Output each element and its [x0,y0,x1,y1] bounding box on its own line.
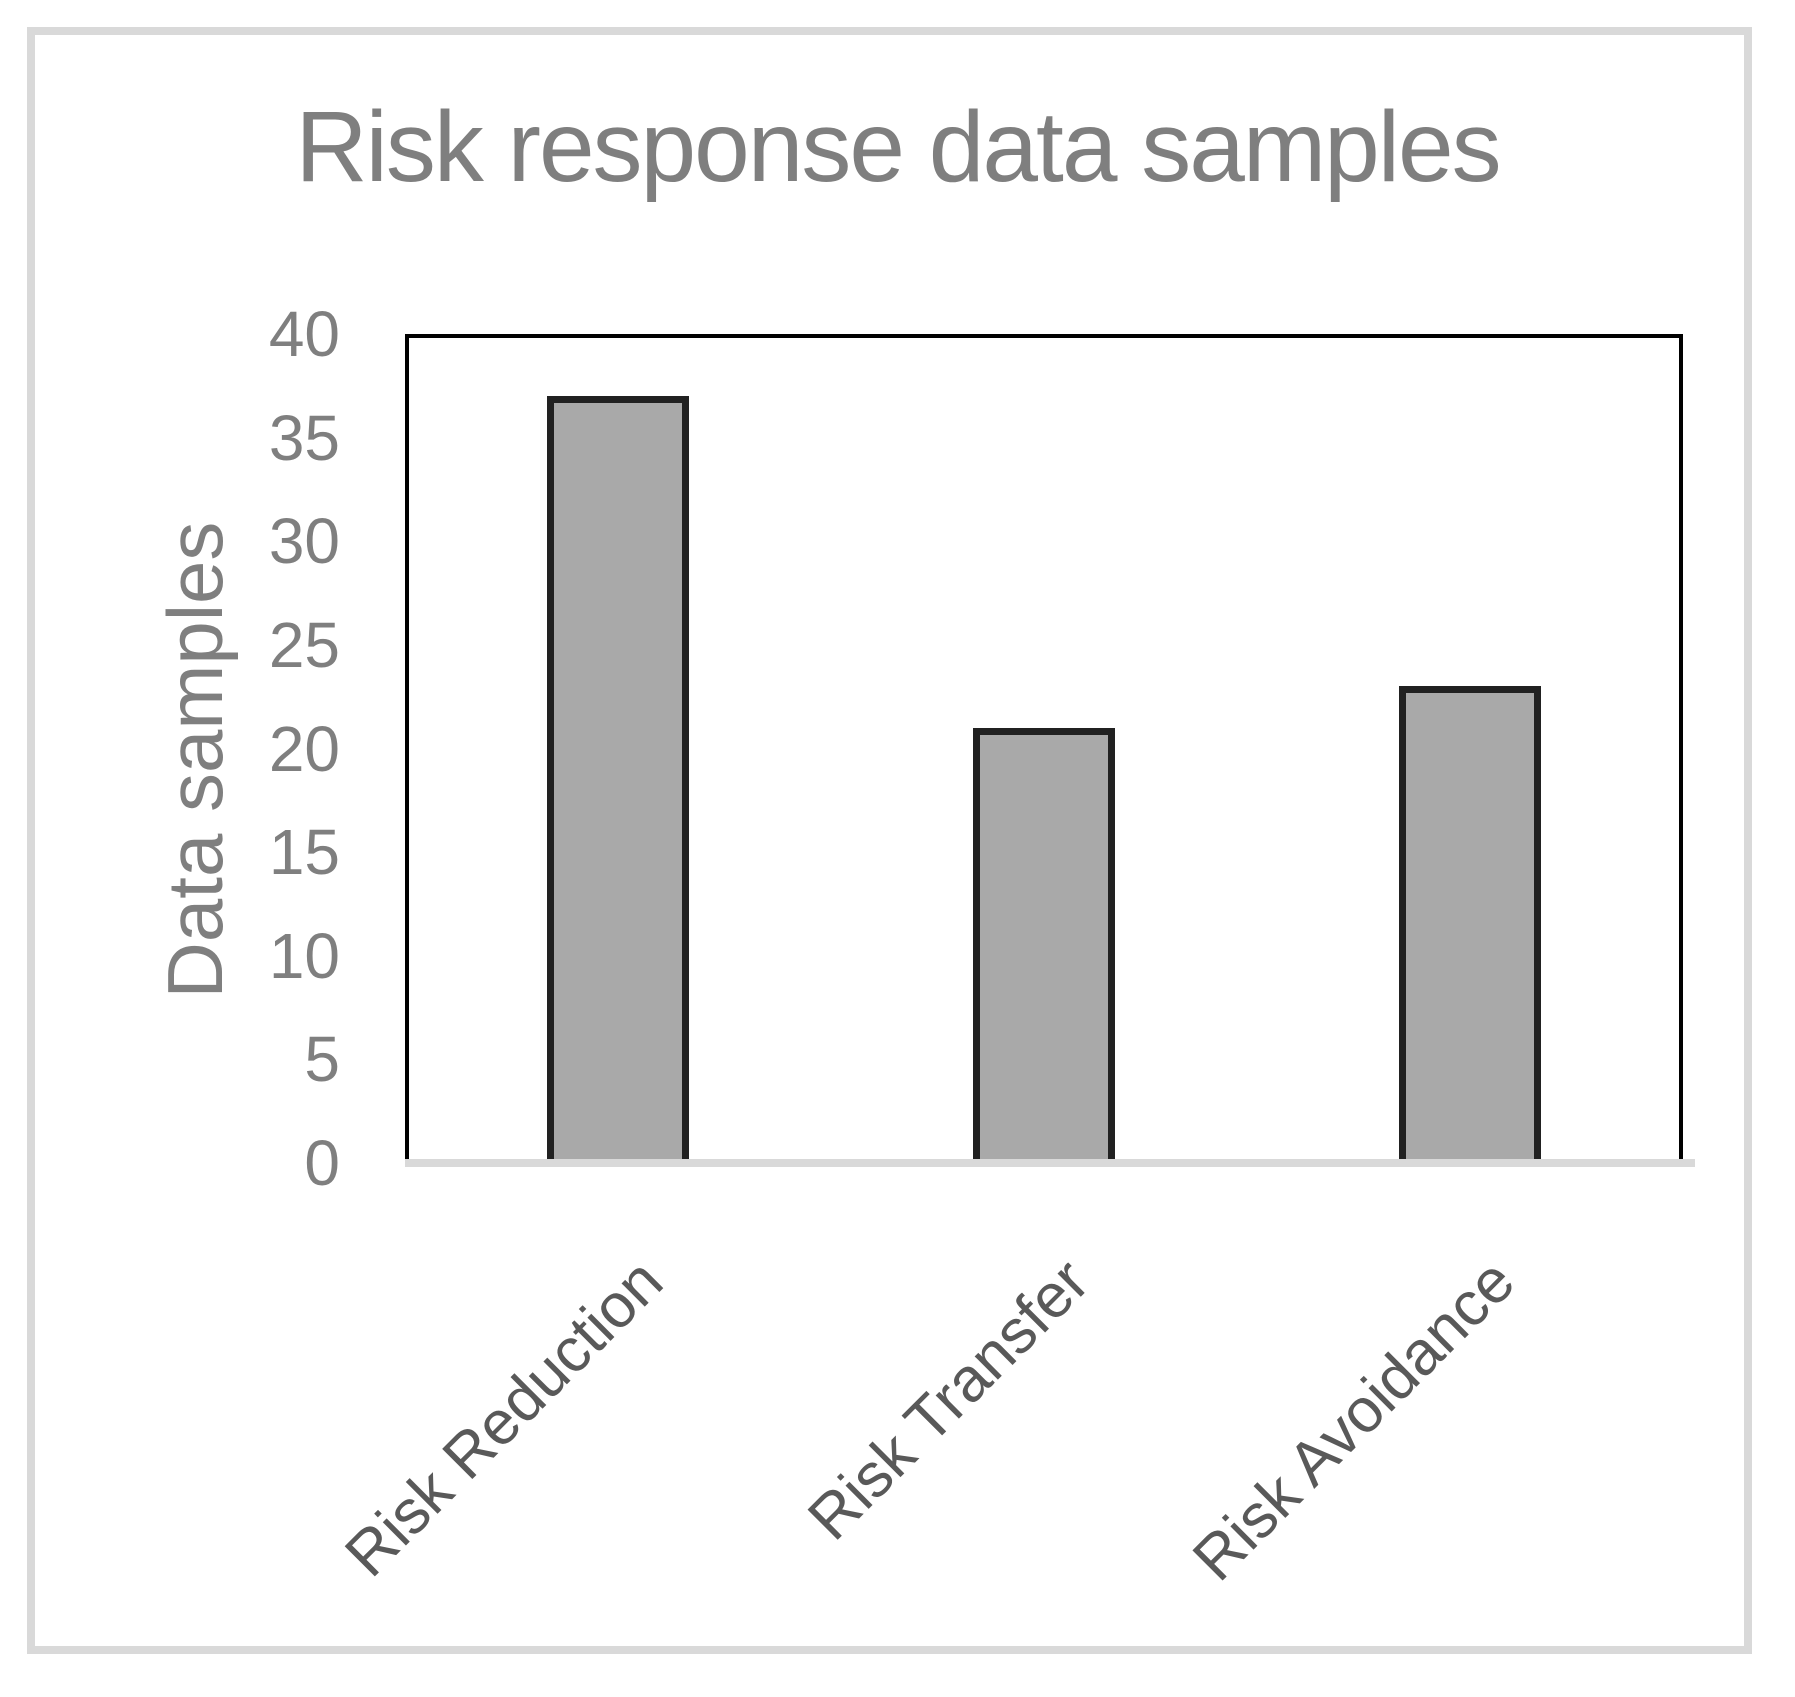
x-axis-label-risk-reduction: Risk Reduction [332,1246,677,1590]
bar-risk-transfer [973,727,1115,1165]
bar-risk-reduction [547,396,689,1165]
y-tick-label-40: 40 [268,298,340,370]
bar-risk-avoidance [1399,686,1541,1165]
x-axis-label-risk-transfer: Risk Transfer [795,1246,1103,1554]
y-tick-label-15: 15 [268,816,340,889]
y-tick-label-25: 25 [268,608,340,681]
y-tick-label-30: 30 [268,505,340,578]
y-tick-label-35: 35 [268,401,340,474]
y-tick-label-20: 20 [268,712,340,785]
chart-title: Risk response data samples [295,91,1501,203]
x-axis-line [405,1159,1695,1167]
y-tick-label-0: 0 [304,1127,340,1199]
y-tick-label-5: 5 [304,1023,340,1096]
y-tick-label-10: 10 [268,919,340,992]
x-axis-label-risk-avoidance: Risk Avoidance [1180,1246,1529,1595]
